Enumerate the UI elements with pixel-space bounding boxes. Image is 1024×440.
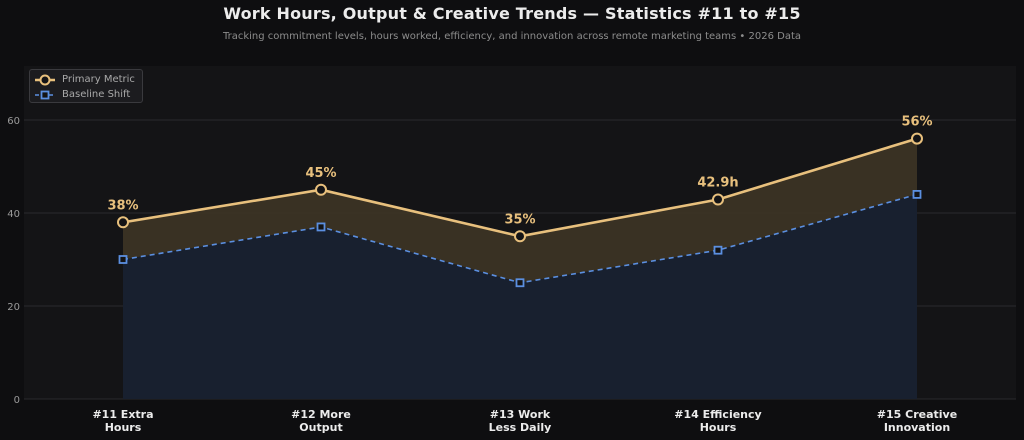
y-tick-label: 20: [7, 302, 20, 313]
data-label: 56%: [901, 115, 932, 130]
y-tick-label: 60: [7, 116, 20, 127]
x-tick-label: Hours: [700, 421, 737, 434]
x-tick-label: #13 Work: [490, 408, 551, 421]
legend-baseline-symbol: [34, 87, 56, 101]
y-tick-label: 0: [14, 395, 20, 406]
data-label: 38%: [107, 198, 138, 213]
legend: Primary Metric Baseline Shift: [29, 69, 143, 103]
primary-point: [911, 132, 923, 145]
baseline-area-fill: [123, 194, 917, 399]
chart-subtitle: Tracking commitment levels, hours worked…: [222, 31, 802, 42]
x-tick-label: Hours: [105, 421, 142, 434]
x-tick-label: #14 Efficiency: [674, 408, 761, 421]
legend-baseline-label: Baseline Shift: [62, 88, 131, 100]
chart-title: Work Hours, Output & Creative Trends — S…: [223, 4, 801, 23]
legend-primary-label: Primary Metric: [62, 73, 135, 85]
x-tick-label: #11 Extra: [92, 408, 153, 421]
x-tick-label: Less Daily: [489, 421, 552, 434]
baseline-point: [515, 278, 525, 288]
y-tick-label: 40: [7, 209, 20, 220]
baseline-point: [316, 222, 326, 232]
data-label: 35%: [504, 212, 535, 227]
legend-item-baseline: Baseline Shift: [34, 87, 130, 101]
x-tick-label: Innovation: [884, 421, 950, 434]
data-label: 42.9h: [697, 176, 738, 191]
x-tick-label: #15 Creative: [877, 408, 957, 421]
baseline-point: [713, 245, 723, 255]
data-label: 45%: [305, 166, 336, 181]
legend-primary-symbol: [34, 72, 56, 86]
x-tick-label: #12 More: [291, 408, 351, 421]
baseline-point: [118, 255, 128, 264]
primary-point: [117, 216, 129, 229]
baseline-point: [912, 189, 922, 199]
legend-item-primary: Primary Metric: [34, 72, 135, 86]
primary-point: [315, 183, 327, 196]
primary-point: [514, 230, 526, 243]
primary-point: [712, 193, 724, 206]
x-tick-label: Output: [299, 421, 342, 434]
